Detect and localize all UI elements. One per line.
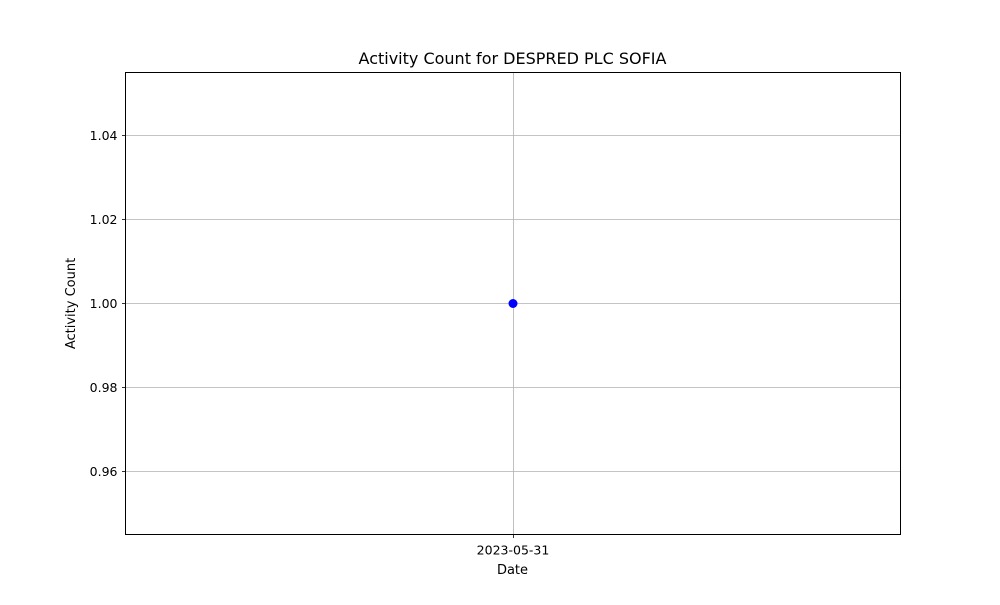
- data-point: [508, 299, 518, 308]
- y-tick-label: 1.04: [90, 128, 118, 143]
- y-tick-label: 1.00: [90, 296, 118, 311]
- y-tick-label: 0.98: [90, 380, 118, 395]
- y-axis-label: Activity Count: [64, 258, 79, 349]
- y-tick-label: 0.96: [90, 464, 118, 479]
- y-tick-label: 1.02: [90, 212, 118, 227]
- tick-layer: 0.96 0.98 1.00 1.02 1.04 2023-05-31: [90, 128, 550, 558]
- series-layer: [508, 299, 518, 308]
- x-tick-label: 2023-05-31: [477, 543, 550, 558]
- chart-title: Activity Count for DESPRED PLC SOFIA: [359, 49, 667, 68]
- x-axis-label: Date: [497, 563, 528, 578]
